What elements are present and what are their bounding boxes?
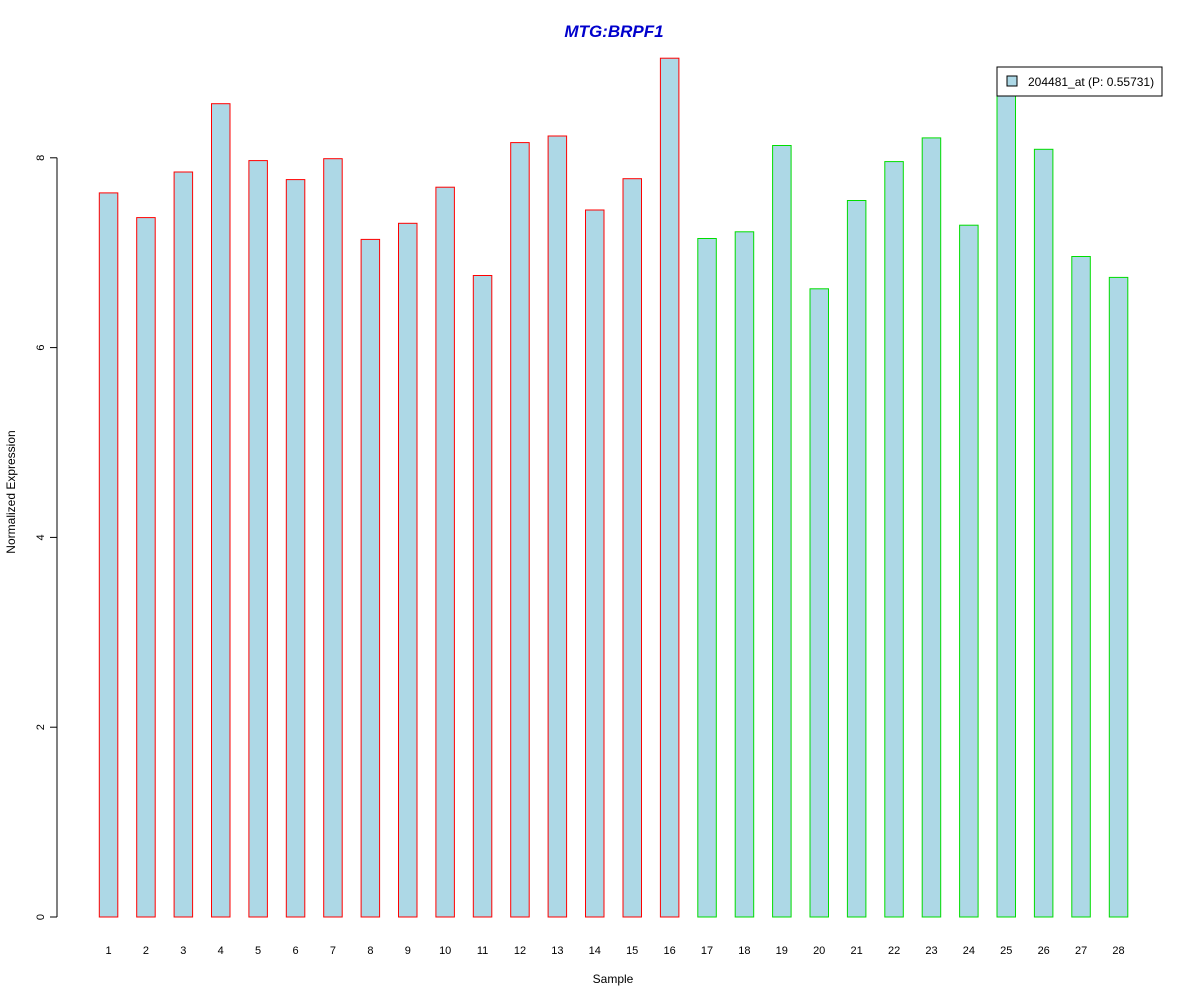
bar-sample-15 — [622, 178, 642, 918]
y-tick-label: 6 — [35, 345, 47, 351]
bar-sample-2 — [136, 217, 156, 918]
bar-sample-22 — [884, 161, 904, 918]
x-tick-label: 10 — [439, 945, 451, 957]
bar-sample-17 — [697, 238, 717, 918]
bar-sample-9 — [398, 222, 418, 918]
bar-sample-6 — [285, 179, 306, 918]
bar-sample-25 — [996, 87, 1016, 918]
bar-sample-4 — [211, 103, 231, 918]
y-tick-label: 2 — [35, 724, 47, 730]
x-tick-label: 7 — [330, 945, 336, 957]
bar-sample-3 — [173, 171, 194, 918]
bar-sample-8 — [360, 238, 381, 918]
bar-sample-24 — [959, 224, 979, 918]
y-axis: 0 2 4 6 8 — [35, 155, 58, 920]
bar-sample-23 — [921, 137, 942, 918]
bar-sample-14 — [585, 209, 605, 918]
x-tick-label: 13 — [551, 945, 563, 957]
x-tick-label: 5 — [255, 945, 261, 957]
x-tick-label: 20 — [813, 945, 825, 957]
x-tick-label: 25 — [1000, 945, 1012, 957]
x-tick-label: 16 — [663, 945, 675, 957]
x-tick-label: 23 — [925, 945, 937, 957]
bar-sample-28 — [1108, 276, 1129, 918]
y-tick-label: 8 — [35, 155, 47, 161]
x-tick-label: 12 — [514, 945, 526, 957]
x-tick-label: 18 — [738, 945, 750, 957]
x-tick-label: 26 — [1038, 945, 1050, 957]
x-tick-label: 14 — [589, 945, 601, 957]
bar-sample-13 — [547, 135, 568, 918]
bar-sample-19 — [772, 145, 792, 918]
bar-sample-27 — [1071, 256, 1091, 918]
x-tick-label: 22 — [888, 945, 900, 957]
bar-sample-16 — [659, 57, 680, 918]
legend: 204481_at (P: 0.55731) — [996, 66, 1163, 97]
legend-swatch — [1006, 75, 1018, 87]
x-tick-label: 15 — [626, 945, 638, 957]
bar-sample-21 — [846, 200, 867, 918]
bar-sample-20 — [809, 288, 829, 918]
x-tick-label: 2 — [143, 945, 149, 957]
x-tick-label: 27 — [1075, 945, 1087, 957]
bar-sample-5 — [248, 160, 268, 918]
legend-box — [996, 66, 1163, 97]
bar-sample-1 — [98, 192, 119, 918]
x-tick-label: 6 — [292, 945, 298, 957]
bar-sample-10 — [435, 186, 455, 918]
x-tick-label: 19 — [776, 945, 788, 957]
bar-sample-7 — [323, 158, 343, 918]
x-tick-label: 4 — [218, 945, 224, 957]
x-tick-label: 24 — [963, 945, 975, 957]
chart-title: MTG:BRPF1 — [564, 22, 663, 41]
x-tick-label: 21 — [850, 945, 862, 957]
x-tick-label: 11 — [477, 945, 488, 957]
bar-sample-11 — [472, 275, 493, 918]
bars — [98, 57, 1129, 918]
y-tick-label: 4 — [35, 534, 47, 540]
bar-sample-18 — [734, 231, 755, 918]
x-tick-label: 8 — [367, 945, 373, 957]
y-tick-label: 0 — [35, 914, 47, 920]
x-axis-tick-labels: 1 2 3 4 5 6 7 8 9 10 11 12 13 14 15 16 17 18 19 20 21 22 23 24 2… — [105, 945, 1124, 957]
legend-entry: 204481_at (P: 0.55731) — [1028, 75, 1154, 89]
x-axis-label: Sample — [593, 972, 634, 986]
x-tick-label: 28 — [1112, 945, 1124, 957]
x-tick-label: 17 — [701, 945, 713, 957]
bar-sample-12 — [510, 142, 530, 918]
y-axis-label: Normalized Expression — [4, 430, 18, 553]
x-tick-label: 3 — [180, 945, 186, 957]
x-tick-label: 9 — [405, 945, 411, 957]
x-tick-label: 1 — [105, 945, 111, 957]
bar-sample-26 — [1033, 148, 1054, 918]
